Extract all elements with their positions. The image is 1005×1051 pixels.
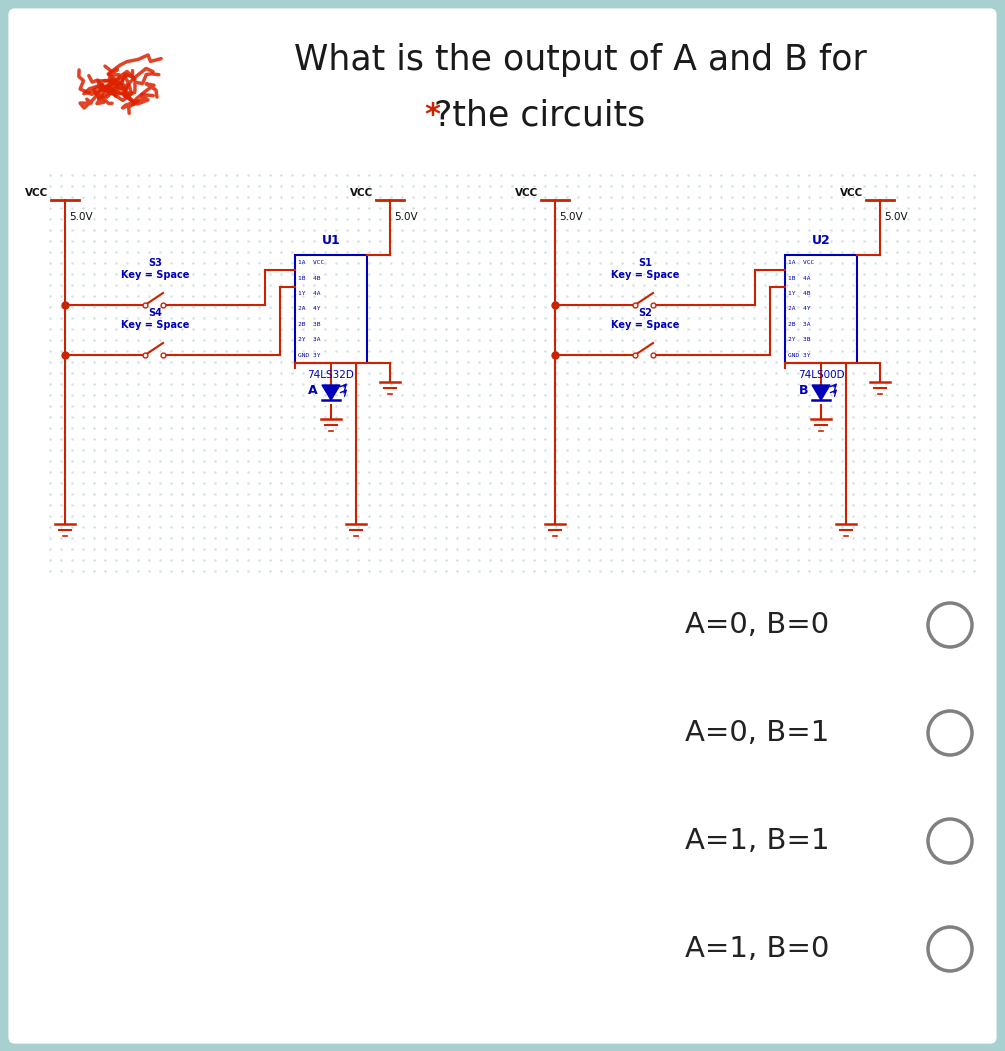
Text: VCC: VCC [840, 188, 863, 198]
Text: S2
Key = Space: S2 Key = Space [611, 308, 679, 330]
Text: 74LS00D: 74LS00D [798, 370, 844, 380]
Text: 5.0V: 5.0V [884, 212, 908, 222]
Text: S3
Key = Space: S3 Key = Space [121, 259, 189, 280]
Text: ?the circuits: ?the circuits [434, 98, 645, 132]
Text: 2B  3A: 2B 3A [788, 322, 810, 327]
Text: GND 3Y: GND 3Y [298, 353, 321, 357]
Text: 74LS32D: 74LS32D [308, 370, 355, 380]
Text: 2Y  3A: 2Y 3A [298, 337, 321, 343]
Text: 2A  4Y: 2A 4Y [788, 307, 810, 311]
Text: A=0, B=1: A=0, B=1 [685, 719, 829, 747]
Polygon shape [812, 385, 830, 400]
Text: GND 3Y: GND 3Y [788, 353, 810, 357]
Text: 1A  VCC: 1A VCC [788, 261, 814, 265]
Text: 5.0V: 5.0V [69, 212, 92, 222]
Text: 1B  4B: 1B 4B [298, 275, 321, 281]
Text: *: * [424, 101, 440, 129]
Text: VCC: VCC [515, 188, 538, 198]
Text: B: B [799, 385, 808, 397]
Text: VCC: VCC [25, 188, 48, 198]
Text: 2Y  3B: 2Y 3B [788, 337, 810, 343]
Text: A=1, B=1: A=1, B=1 [685, 827, 829, 856]
Text: What is the output of A and B for: What is the output of A and B for [293, 43, 866, 77]
Polygon shape [322, 385, 340, 400]
Text: 5.0V: 5.0V [394, 212, 418, 222]
Text: S4
Key = Space: S4 Key = Space [121, 308, 189, 330]
Text: A=0, B=0: A=0, B=0 [685, 611, 829, 639]
Text: 1Y  4B: 1Y 4B [788, 291, 810, 296]
Text: 5.0V: 5.0V [559, 212, 583, 222]
Text: 1A  VCC: 1A VCC [298, 261, 325, 265]
Text: A=1, B=0: A=1, B=0 [685, 935, 829, 963]
Text: U1: U1 [322, 234, 341, 247]
Bar [785, 255, 857, 363]
Text: 1B  4A: 1B 4A [788, 275, 810, 281]
Bar [295, 255, 367, 363]
Text: 2A  4Y: 2A 4Y [298, 307, 321, 311]
Text: U2: U2 [812, 234, 830, 247]
Text: S1
Key = Space: S1 Key = Space [611, 259, 679, 280]
FancyBboxPatch shape [7, 7, 998, 1045]
Text: A: A [309, 385, 318, 397]
Text: 1Y  4A: 1Y 4A [298, 291, 321, 296]
Text: 2B  3B: 2B 3B [298, 322, 321, 327]
Text: VCC: VCC [350, 188, 373, 198]
